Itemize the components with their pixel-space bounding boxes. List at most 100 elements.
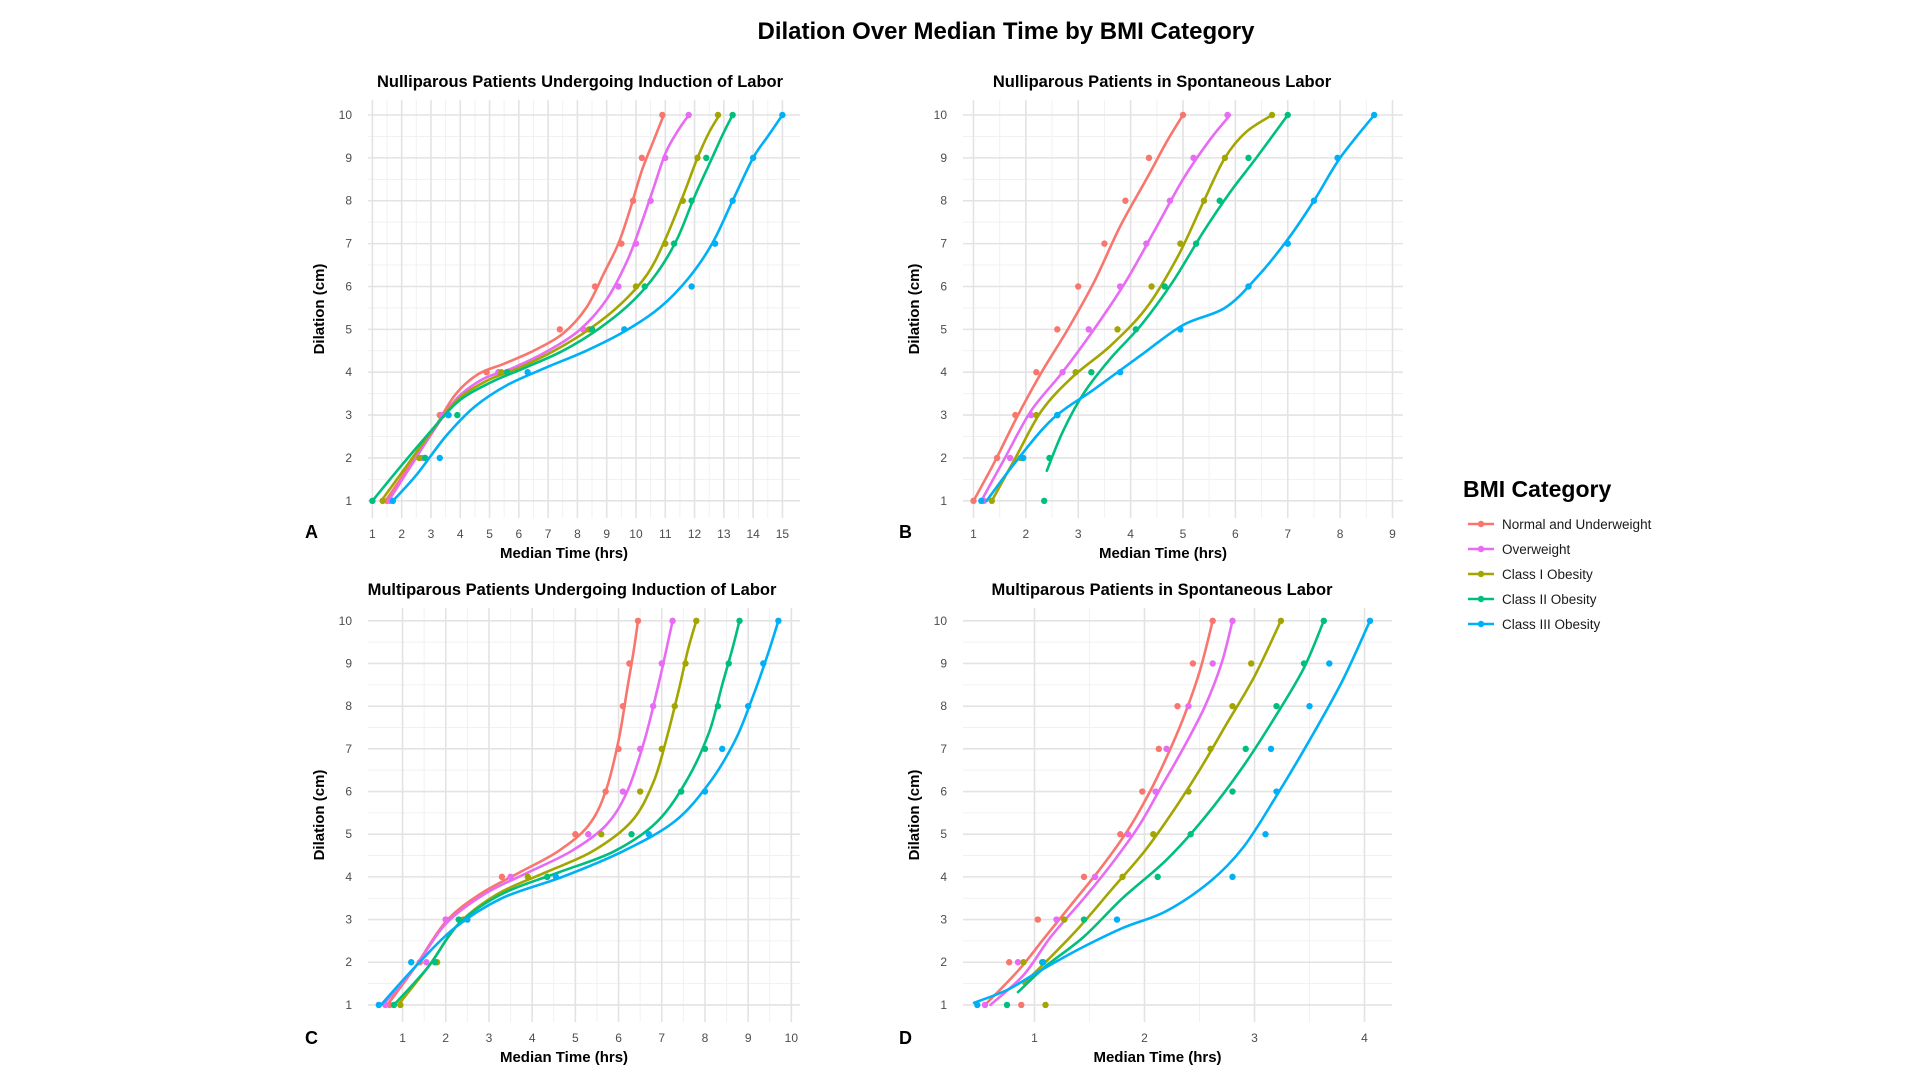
x-tick-label: 6 [515,527,522,541]
data-point [1245,283,1252,290]
data-point [647,197,654,204]
series-class-i-obesity [988,111,1276,505]
series-class-iii-obesity [375,617,782,1009]
series-overweight [981,617,1236,1009]
grid [368,100,800,518]
data-point [591,283,599,290]
data-point [1027,411,1035,419]
y-tick-label: 7 [940,237,947,251]
data-point [1116,369,1124,376]
data-point [1059,369,1066,376]
y-tick-label: 5 [940,827,947,841]
data-point [442,916,449,923]
x-tick-label: 5 [572,1031,579,1045]
data-point [1132,326,1140,333]
data-point [988,497,996,505]
grid [963,608,1392,1022]
data-point [375,1001,382,1009]
x-tick-label: 3 [1251,1031,1258,1045]
data-point [1054,326,1061,333]
data-point [641,283,648,290]
y-axis-title: Dilation (cm) [311,264,328,355]
y-tick-label: 2 [345,955,352,969]
data-point [1033,369,1040,376]
data-point [1113,916,1121,923]
data-point [1177,240,1184,247]
series-line [972,619,1372,1005]
data-point [1080,873,1088,881]
data-point [503,369,511,376]
x-tick-label: 2 [398,527,405,541]
data-point [483,369,490,376]
series-line [972,113,1185,503]
data-point [1320,617,1328,625]
y-tick-label: 7 [345,742,352,756]
data-point [1033,411,1040,419]
y-tick-label: 5 [345,827,352,841]
y-tick-label: 9 [940,151,947,165]
data-point [1209,660,1216,667]
data-point [1273,788,1280,795]
data-point [1003,1001,1011,1009]
data-point [455,916,462,923]
data-point [1161,283,1168,290]
data-point [1245,154,1252,162]
series-line [989,619,1234,1007]
panel-letter: C [305,1028,318,1048]
data-point [1229,702,1236,710]
data-point [632,240,640,247]
panel-letter: A [305,522,318,542]
data-point [552,873,560,881]
series-normal-and-underweight [970,111,1187,505]
series-line [1022,619,1283,985]
x-tick-label: 9 [603,527,610,541]
data-point [1185,702,1192,710]
panel-title: Nulliparous Patients in Spontaneous Labo… [993,73,1332,91]
data-point [669,617,676,625]
data-point [729,111,736,119]
x-tick-label: 8 [1337,527,1344,541]
x-tick-label: 4 [1127,527,1134,541]
data-point [1020,959,1027,966]
data-point [1267,745,1275,753]
data-point [670,240,678,247]
legend-item: Normal and Underweight [1468,517,1652,532]
y-tick-label: 6 [940,279,947,293]
series-class-ii-obesity [1040,111,1291,505]
data-point [1014,959,1022,966]
y-tick-label: 1 [940,494,947,508]
legend-label: Class II Obesity [1502,592,1597,607]
data-point [703,154,710,162]
x-tick-label: 1 [970,527,977,541]
data-point [694,154,701,162]
data-point [1155,745,1163,753]
y-tick-label: 6 [345,279,352,293]
series-line [381,619,674,1007]
data-point [974,1001,981,1009]
x-tick-label: 3 [1075,527,1082,541]
data-point [981,1001,989,1009]
y-tick-label: 4 [940,365,947,379]
data-point [1143,240,1150,247]
data-point [408,959,415,966]
panels: 1 2 3 4 5 6 7 8 9 10 11 12 13 14 1512345678910Nullipar… [305,73,1403,1066]
y-axis-title: Dilation (cm) [311,770,328,861]
legend-label: Overweight [1502,542,1571,557]
data-point [978,497,985,505]
data-point [498,873,506,881]
data-point [1189,660,1197,667]
data-point [993,454,1001,462]
data-point [736,617,743,625]
data-point [416,454,423,462]
data-point [1012,411,1019,419]
panel-letter: B [899,522,912,542]
data-point [389,497,397,505]
data-point [714,111,722,119]
data-point [749,154,757,162]
data-point [1061,916,1068,923]
data-point [1034,916,1042,923]
data-point [1229,873,1236,881]
panel-letter: D [899,1028,912,1048]
data-point [1190,154,1197,162]
y-tick-label: 9 [345,656,352,670]
